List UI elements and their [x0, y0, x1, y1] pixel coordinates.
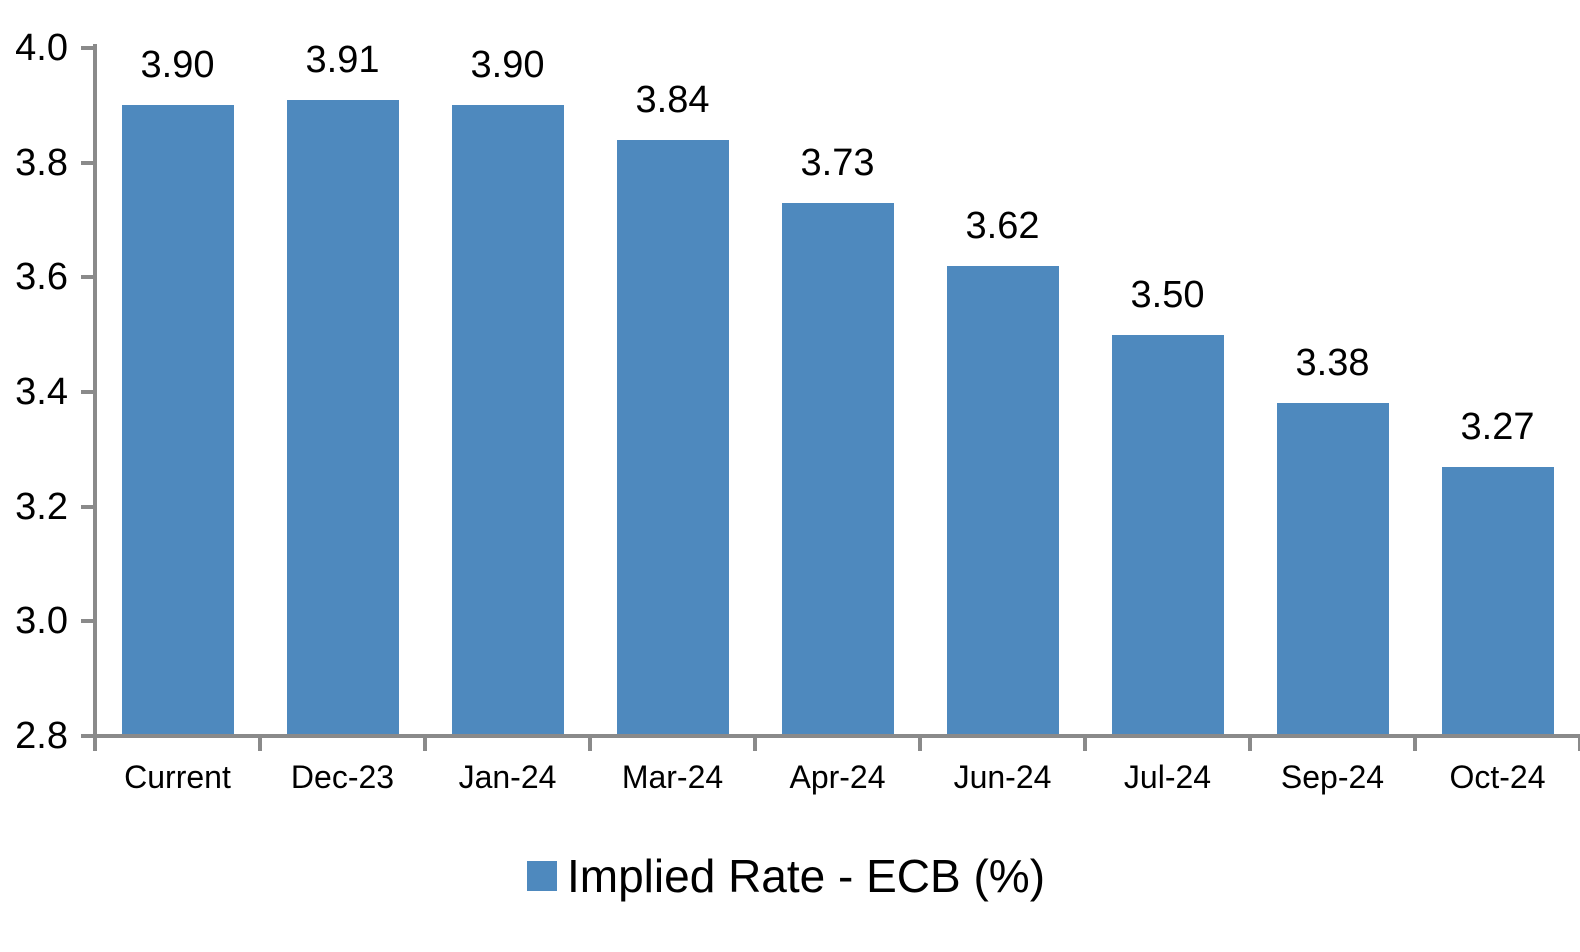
y-tick — [81, 734, 95, 738]
x-category-label: Jul-24 — [1123, 759, 1212, 795]
bar — [781, 202, 894, 734]
x-tick — [423, 738, 427, 751]
y-tick-label: 4.0 — [15, 27, 68, 69]
y-axis-line — [93, 44, 97, 738]
bar-value-label: 3.50 — [1130, 273, 1205, 316]
x-tick — [918, 738, 922, 751]
bar-value-label: 3.90 — [140, 44, 215, 87]
y-tick — [81, 46, 95, 50]
x-category-label: Sep-24 — [1280, 759, 1385, 795]
legend-label: Implied Rate - ECB (%) — [567, 850, 1046, 902]
legend-swatch-icon — [527, 861, 557, 891]
bar-value-label: 3.90 — [470, 44, 545, 87]
y-tick-label: 3.2 — [15, 485, 68, 528]
x-category-label: Oct-24 — [1449, 759, 1546, 795]
x-tick — [588, 738, 592, 751]
x-tick — [1083, 738, 1087, 751]
x-tick — [1248, 738, 1252, 751]
x-tick — [258, 738, 262, 751]
x-category-label: Jan-24 — [458, 759, 557, 795]
bar — [286, 99, 399, 734]
y-tick-label: 3.8 — [15, 141, 68, 184]
bar — [946, 265, 1059, 734]
x-category-label: Apr-24 — [789, 759, 886, 795]
x-category-label: Current — [124, 759, 231, 795]
bar-value-label: 3.84 — [635, 78, 710, 121]
bar — [1111, 334, 1224, 734]
x-axis-line — [93, 734, 1580, 738]
bar — [121, 105, 234, 734]
y-tick — [81, 504, 95, 509]
x-tick — [753, 738, 757, 751]
y-tick-label: 2.8 — [15, 715, 68, 757]
y-tick-label: 3.6 — [15, 256, 68, 299]
x-category-label: Dec-23 — [290, 759, 395, 795]
bar-value-label: 3.62 — [965, 204, 1040, 247]
y-tick — [81, 160, 95, 165]
y-tick — [81, 275, 95, 280]
legend: Implied Rate - ECB (%) — [527, 852, 1045, 900]
x-category-label: Mar-24 — [621, 759, 724, 795]
y-tick-label: 3.4 — [15, 371, 68, 413]
y-tick — [81, 390, 95, 394]
y-tick — [81, 619, 95, 624]
bar-value-label: 3.91 — [305, 38, 380, 81]
x-tick — [1413, 738, 1417, 751]
x-category-label: Jun-24 — [953, 759, 1052, 795]
bar — [1441, 466, 1554, 734]
x-tick — [93, 738, 97, 751]
bar-value-label: 3.27 — [1460, 405, 1535, 448]
bar — [1276, 403, 1389, 734]
bar — [616, 139, 729, 734]
bar-value-label: 3.38 — [1295, 342, 1370, 385]
bar — [451, 105, 564, 734]
y-tick-label: 3.0 — [15, 600, 68, 643]
bar-value-label: 3.73 — [800, 141, 875, 184]
x-tick — [1578, 738, 1580, 751]
